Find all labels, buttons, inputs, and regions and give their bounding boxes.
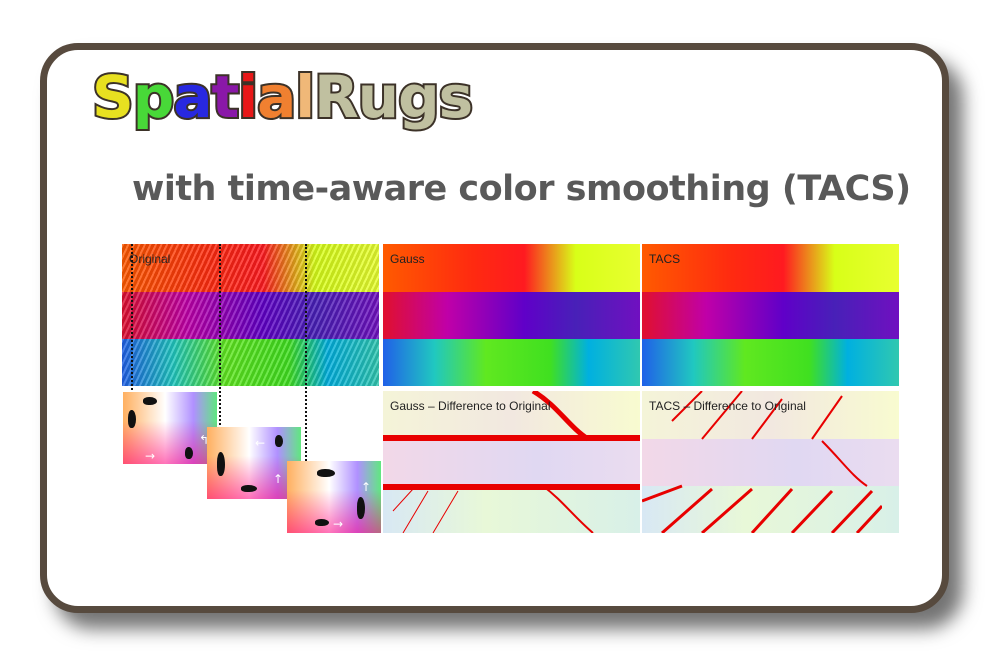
diff-edge-line (531, 391, 590, 442)
diff-edge-line (383, 484, 640, 490)
diff-edge-line (642, 484, 882, 533)
title-letter: l (293, 63, 317, 131)
diff-edge-line (383, 435, 640, 441)
diff-edge-line (671, 391, 843, 440)
data-blob (217, 452, 225, 476)
arrow-left-icon: ← (255, 436, 266, 450)
diff-edge-line (821, 440, 868, 487)
panel-label-tacs-diff: TACS – Difference to Original (649, 399, 806, 413)
rug-band-bottom (122, 339, 379, 386)
data-blob (241, 485, 257, 492)
title-letter: R (312, 63, 361, 131)
data-blob (357, 497, 365, 519)
panel-label-original: Original (129, 252, 171, 266)
colormap-thumbnail: → ↑ (287, 461, 381, 533)
title-letter: a (255, 63, 298, 131)
arrow-up-icon: ↑ (361, 480, 372, 494)
diff-edge-line (542, 485, 594, 533)
page-subtitle: with time-aware color smoothing (TACS) (132, 169, 911, 209)
rug-band-middle (122, 292, 379, 339)
rug-band-middle (383, 292, 640, 339)
title-letter: s (437, 63, 475, 131)
gauss-difference-lines (383, 391, 640, 533)
data-blob (315, 519, 329, 526)
arrow-up-icon: ↑ (273, 472, 284, 486)
data-blob (143, 397, 157, 405)
time-marker-line (131, 244, 133, 394)
rug-band-bottom (642, 339, 899, 386)
title-letter: S (90, 63, 136, 131)
original-rug-panel: Original (122, 244, 379, 386)
rug-band-bottom (383, 339, 640, 386)
data-blob (317, 469, 335, 477)
diff-edge-line (392, 488, 459, 533)
tacs-difference-panel: TACS – Difference to Original (642, 391, 899, 533)
title-letter: u (356, 63, 401, 131)
arrow-up-icon: ↰ (199, 433, 210, 447)
diff-band-middle (383, 439, 640, 486)
tacs-difference-lines (642, 391, 882, 533)
rug-band-top (122, 244, 379, 292)
rug-band-middle (642, 292, 899, 339)
time-marker-line (305, 244, 307, 464)
panel-label-tacs: TACS (649, 252, 681, 266)
gauss-difference-panel: Gauss – Difference to Original (383, 391, 640, 533)
diff-band-top (383, 391, 640, 439)
data-blob (275, 435, 283, 447)
app-title: SpatialRugs (90, 66, 475, 128)
colormap-thumbnail: → ↰ (123, 392, 217, 464)
title-letter: i (236, 63, 260, 131)
data-blob (128, 410, 136, 428)
tacs-rug-panel: TACS (642, 244, 899, 386)
title-letter: a (171, 63, 214, 131)
rug-band-top (642, 244, 899, 292)
title-letter: t (209, 63, 241, 131)
data-blob (185, 447, 193, 459)
title-letter: p (131, 63, 176, 131)
arrow-right-icon: → (145, 449, 156, 463)
panel-label-gauss-diff: Gauss – Difference to Original (390, 399, 551, 413)
gauss-rug-panel: Gauss (383, 244, 640, 386)
rug-band-top (383, 244, 640, 292)
panel-label-gauss: Gauss (390, 252, 425, 266)
arrow-right-icon: → (333, 517, 344, 531)
time-marker-line (219, 244, 221, 429)
title-letter: g (396, 63, 441, 131)
colormap-thumbnail: ← ↑ (207, 427, 301, 499)
